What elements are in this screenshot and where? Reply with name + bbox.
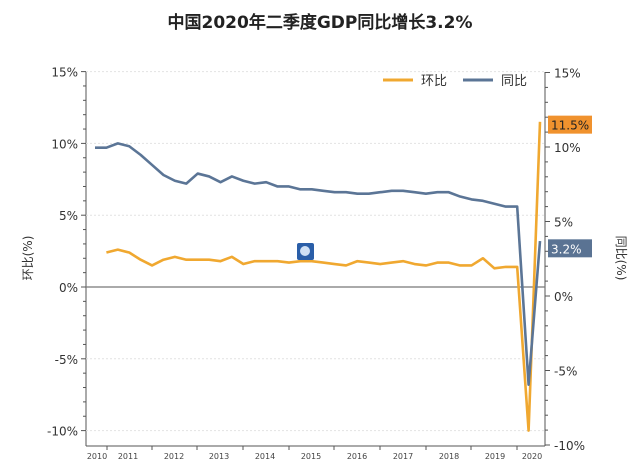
x-tick-label: 2020 [522, 452, 542, 461]
right-tick-label: -5% [554, 365, 577, 379]
end-label: 11.5% [551, 119, 589, 133]
x-tick-label: 2011 [118, 452, 138, 461]
chart-title: 中国2020年二季度GDP同比增长3.2% [167, 13, 473, 33]
left-tick-label: 15% [51, 66, 78, 80]
x-tick-label: 2012 [164, 452, 184, 461]
search-icon-lens [300, 246, 310, 256]
x-tick-label: 2015 [301, 452, 321, 461]
end-label-box [548, 239, 592, 258]
end-label: 3.2% [551, 242, 582, 256]
right-tick-label: 10% [554, 141, 581, 155]
x-tick-label: 2019 [485, 452, 505, 461]
left-tick-label: -5% [55, 353, 78, 367]
x-tick-label: 2018 [439, 452, 459, 461]
x-tick-label: 2016 [347, 452, 367, 461]
left-axis-title: 环比(%) [21, 236, 35, 281]
legend-label: 同比 [501, 74, 527, 89]
right-tick-label: 15% [554, 67, 581, 81]
right-axis-title: 同比(%) [614, 236, 628, 281]
right-tick-label: 5% [554, 216, 573, 230]
legend-label: 环比 [421, 74, 447, 89]
x-tick-label: 2010 [87, 452, 107, 461]
left-tick-label: 10% [51, 137, 78, 151]
x-tick-label: 2017 [393, 452, 413, 461]
left-tick-label: -10% [47, 425, 78, 439]
left-tick-label: 0% [59, 281, 78, 295]
x-tick-label: 2014 [255, 452, 275, 461]
left-tick-label: 5% [59, 209, 78, 223]
series-line-yoy [95, 142, 542, 386]
end-label-box [548, 115, 592, 134]
right-tick-label: 0% [554, 290, 573, 304]
x-tick-label: 2013 [209, 452, 229, 461]
right-tick-label: -10% [554, 439, 585, 453]
series-line-qoq [106, 121, 542, 432]
